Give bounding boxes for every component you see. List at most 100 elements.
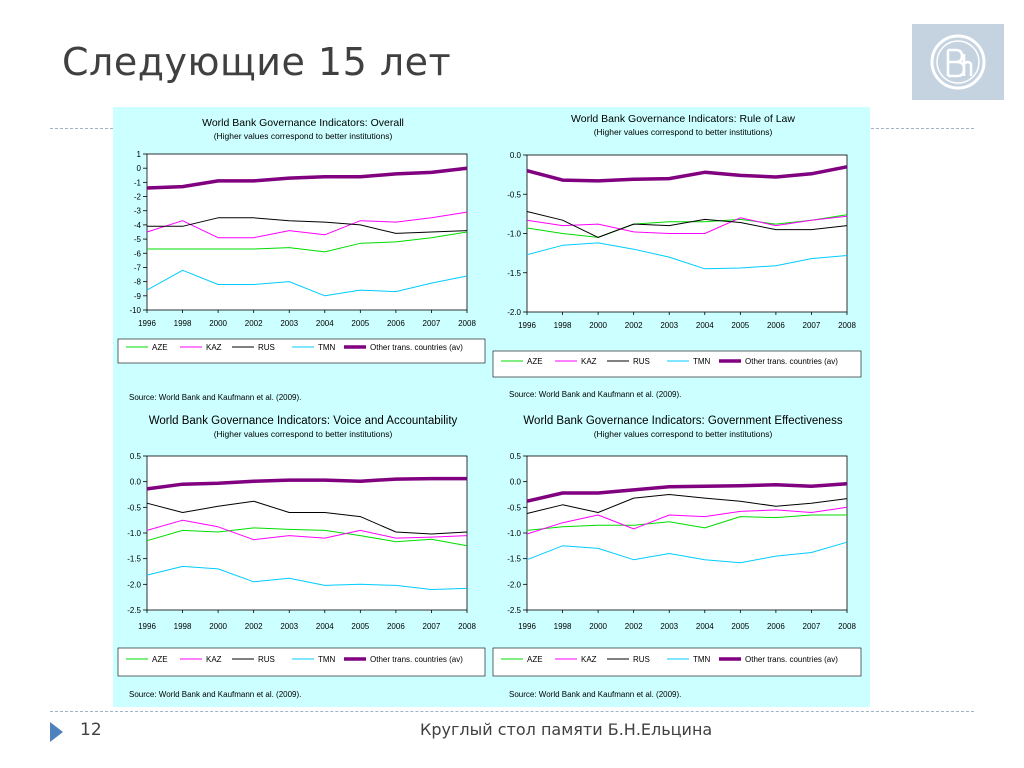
chart-source: Source: World Bank and Kaufmann et al. (… bbox=[129, 393, 301, 402]
legend-label: AZE bbox=[527, 357, 543, 366]
y-tick-label: -4 bbox=[134, 221, 142, 230]
charts-panel: World Bank Governance Indicators: Overal… bbox=[113, 107, 870, 707]
x-tick-label: 2000 bbox=[589, 622, 607, 631]
chart-title: World Bank Governance Indicators: Voice … bbox=[149, 415, 458, 427]
legend-label: RUS bbox=[258, 655, 275, 664]
x-tick-label: 2005 bbox=[731, 622, 749, 631]
x-tick-label: 2005 bbox=[351, 319, 369, 328]
y-tick-label: -7 bbox=[134, 263, 142, 272]
legend-label: KAZ bbox=[206, 655, 222, 664]
series-line-kaz bbox=[146, 519, 468, 541]
x-tick-label: 2003 bbox=[660, 321, 678, 330]
series-line-av bbox=[526, 481, 848, 503]
x-tick-label: 2000 bbox=[209, 622, 227, 631]
legend-label: Other trans. countries (av) bbox=[745, 357, 838, 366]
chart-4: World Bank Governance Indicators: Govern… bbox=[492, 415, 862, 699]
x-tick-label: 1996 bbox=[518, 622, 536, 631]
legend-label: AZE bbox=[527, 655, 543, 664]
y-tick-label: -5 bbox=[134, 235, 142, 244]
x-tick-label: 2004 bbox=[696, 321, 714, 330]
x-tick-label: 1996 bbox=[518, 321, 536, 330]
series-line-kaz bbox=[526, 506, 848, 535]
slide-title: Следующие 15 лет bbox=[62, 40, 452, 84]
x-tick-label: 2004 bbox=[316, 319, 334, 328]
x-tick-label: 2007 bbox=[803, 622, 821, 631]
legend-label: TMN bbox=[693, 357, 711, 366]
series-line-av bbox=[146, 166, 468, 190]
series-line-rus bbox=[146, 500, 468, 535]
y-tick-label: 0.5 bbox=[510, 452, 522, 461]
y-tick-label: -1.5 bbox=[507, 269, 521, 278]
legend-box bbox=[492, 647, 862, 677]
legend-label: TMN bbox=[318, 655, 336, 664]
chart-title: World Bank Governance Indicators: Govern… bbox=[523, 415, 842, 427]
legend-box bbox=[117, 338, 486, 364]
y-tick-label: -0.5 bbox=[507, 190, 521, 199]
x-tick-label: 2000 bbox=[209, 319, 227, 328]
x-tick-label: 2002 bbox=[245, 319, 263, 328]
y-tick-label: -0.5 bbox=[507, 503, 521, 512]
legend-label: Other trans. countries (av) bbox=[745, 655, 838, 664]
series-line-aze bbox=[146, 527, 468, 547]
x-tick-label: 2004 bbox=[316, 622, 334, 631]
chart-source: Source: World Bank and Kaufmann et al. (… bbox=[509, 390, 681, 399]
divider-bottom bbox=[50, 711, 974, 712]
chart-subtitle: (Higher values correspond to better inst… bbox=[214, 429, 393, 439]
footer-text: Круглый стол памяти Б.Н.Ельцина bbox=[420, 720, 713, 739]
chart-title: World Bank Governance Indicators: Overal… bbox=[202, 117, 404, 129]
x-tick-label: 2006 bbox=[387, 622, 405, 631]
y-tick-label: 0.5 bbox=[130, 452, 142, 461]
x-tick-label: 2007 bbox=[803, 321, 821, 330]
y-tick-label: -6 bbox=[134, 249, 142, 258]
chart-subtitle: (Higher values correspond to better inst… bbox=[594, 127, 773, 137]
y-tick-label: -8 bbox=[134, 278, 142, 287]
x-tick-label: 1996 bbox=[138, 622, 156, 631]
series-line-kaz bbox=[146, 211, 468, 239]
y-tick-label: 0.0 bbox=[510, 151, 522, 160]
series-line-tmn bbox=[146, 565, 468, 590]
x-tick-label: 2007 bbox=[423, 319, 441, 328]
y-tick-label: -2.0 bbox=[507, 308, 521, 317]
x-tick-label: 2003 bbox=[280, 622, 298, 631]
y-tick-label: -2.5 bbox=[507, 606, 521, 615]
x-tick-label: 1998 bbox=[174, 622, 192, 631]
legend-label: RUS bbox=[633, 655, 650, 664]
legend-label: TMN bbox=[693, 655, 711, 664]
x-tick-label: 2005 bbox=[351, 622, 369, 631]
x-tick-label: 2002 bbox=[625, 321, 643, 330]
series-line-tmn bbox=[526, 242, 848, 270]
y-tick-label: -2.5 bbox=[127, 606, 141, 615]
y-tick-label: -9 bbox=[134, 292, 142, 301]
chart-title: World Bank Governance Indicators: Rule o… bbox=[571, 113, 795, 125]
y-tick-label: -1.0 bbox=[127, 529, 141, 538]
y-tick-label: -1 bbox=[134, 178, 142, 187]
series-line-tmn bbox=[146, 269, 468, 297]
chart-3: World Bank Governance Indicators: Voice … bbox=[117, 415, 486, 699]
x-tick-label: 2006 bbox=[767, 321, 785, 330]
legend-label: RUS bbox=[633, 357, 650, 366]
legend-box bbox=[492, 350, 862, 378]
y-tick-label: -1.5 bbox=[127, 555, 141, 564]
x-tick-label: 1998 bbox=[554, 321, 572, 330]
y-tick-label: -2 bbox=[134, 193, 142, 202]
series-line-kaz bbox=[526, 215, 848, 234]
series-line-aze bbox=[526, 214, 848, 238]
hse-logo bbox=[912, 24, 1004, 100]
y-tick-label: -10 bbox=[129, 306, 141, 315]
chart-subtitle: (Higher values correspond to better inst… bbox=[214, 131, 393, 141]
series-line-av bbox=[146, 476, 467, 491]
chart-source: Source: World Bank and Kaufmann et al. (… bbox=[509, 690, 681, 699]
x-tick-label: 1998 bbox=[174, 319, 192, 328]
y-tick-label: 0 bbox=[137, 164, 142, 173]
y-tick-label: -1.0 bbox=[507, 529, 521, 538]
x-tick-label: 2003 bbox=[660, 622, 678, 631]
legend-label: KAZ bbox=[206, 343, 222, 352]
x-tick-label: 2008 bbox=[838, 622, 856, 631]
legend-label: TMN bbox=[318, 343, 336, 352]
charts-canvas: World Bank Governance Indicators: Overal… bbox=[117, 113, 862, 699]
series-line-rus bbox=[526, 494, 848, 514]
y-tick-label: -1.0 bbox=[507, 230, 521, 239]
series-line-av bbox=[526, 165, 848, 183]
series-line-rus bbox=[147, 217, 468, 234]
y-tick-label: 1 bbox=[137, 150, 142, 159]
